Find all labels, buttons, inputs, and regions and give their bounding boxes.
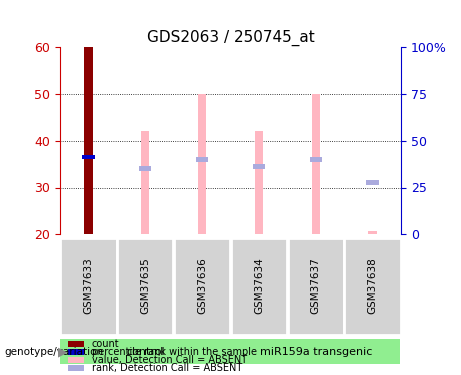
Bar <box>309 157 322 162</box>
Bar <box>254 131 263 234</box>
Bar <box>231 238 287 334</box>
Bar <box>60 339 230 364</box>
Bar <box>60 238 117 334</box>
Text: GSM37636: GSM37636 <box>197 258 207 314</box>
Bar <box>230 339 400 364</box>
Text: percentile rank within the sample: percentile rank within the sample <box>92 347 257 357</box>
Text: value, Detection Call = ABSENT: value, Detection Call = ABSENT <box>92 355 247 365</box>
Bar <box>253 164 265 169</box>
Bar <box>198 94 207 234</box>
Bar <box>139 166 152 171</box>
Bar <box>174 238 230 334</box>
Text: control: control <box>126 346 165 357</box>
Bar <box>196 157 208 162</box>
Bar <box>68 341 84 347</box>
Text: rank, Detection Call = ABSENT: rank, Detection Call = ABSENT <box>92 363 242 373</box>
Bar <box>84 47 93 234</box>
Bar <box>82 154 95 159</box>
Text: GSM37633: GSM37633 <box>83 258 94 314</box>
Bar <box>366 180 379 185</box>
Text: GSM37635: GSM37635 <box>140 258 150 314</box>
Bar <box>117 238 173 334</box>
Bar <box>344 238 401 334</box>
Text: GSM37634: GSM37634 <box>254 258 264 314</box>
Text: GSM37638: GSM37638 <box>367 258 378 314</box>
Text: count: count <box>92 339 119 349</box>
Text: GSM37637: GSM37637 <box>311 258 321 314</box>
Bar <box>68 349 84 355</box>
Title: GDS2063 / 250745_at: GDS2063 / 250745_at <box>147 29 314 45</box>
Text: miR159a transgenic: miR159a transgenic <box>260 346 372 357</box>
Bar <box>312 94 320 234</box>
Bar <box>288 238 344 334</box>
Bar <box>68 365 84 371</box>
Text: ▶: ▶ <box>58 345 67 358</box>
Bar <box>141 131 149 234</box>
Text: genotype/variation: genotype/variation <box>5 347 104 357</box>
Bar <box>368 231 377 234</box>
Bar <box>68 357 84 363</box>
